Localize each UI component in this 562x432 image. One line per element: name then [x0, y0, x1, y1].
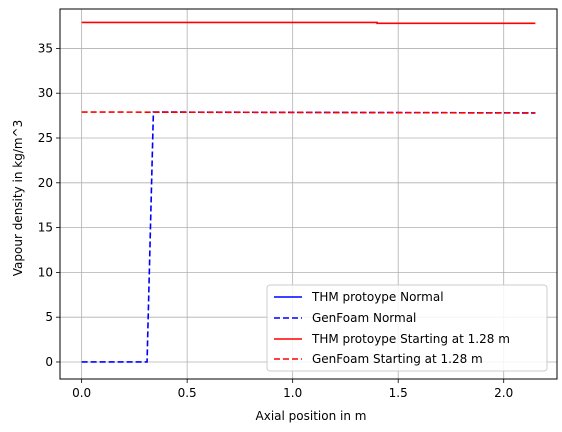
y-tick-label: 0	[45, 355, 53, 369]
legend-box	[266, 284, 548, 372]
y-tick-label: 25	[38, 131, 53, 145]
y-tick-label: 30	[38, 86, 53, 100]
series-line-2	[81, 21, 536, 25]
legend-label-genfoam-normal: GenFoam Normal	[312, 311, 416, 325]
x-tick-label: 2.0	[494, 386, 513, 400]
legend-label-genfoam-starting: GenFoam Starting at 1.28 m	[312, 352, 483, 366]
y-tick-label: 10	[38, 265, 53, 279]
series-lines	[81, 21, 536, 363]
x-axis-ticks: 0.0 0.5 1.0 1.5 2.0	[72, 379, 513, 400]
x-tick-label: 1.0	[283, 386, 302, 400]
series-line-3	[81, 111, 536, 114]
x-tick-label: 1.5	[389, 386, 408, 400]
y-tick-label: 35	[38, 41, 53, 55]
y-axis-ticks: 0 5 10 15 20 25 30 35	[38, 41, 60, 369]
y-tick-label: 5	[45, 310, 53, 324]
legend-label-thm-starting: THM protoype Starting at 1.28 m	[311, 332, 510, 346]
x-tick-label: 0.5	[178, 386, 197, 400]
x-axis-label: Axial position in m	[256, 409, 367, 423]
grid	[60, 9, 557, 379]
legend: THM protoype Normal GenFoam Normal THM p…	[266, 284, 548, 372]
legend-label-thm-normal: THM protoype Normal	[311, 290, 444, 304]
y-tick-label: 15	[38, 221, 53, 235]
axes-frame	[59, 8, 558, 380]
y-tick-label: 20	[38, 176, 53, 190]
x-tick-label: 0.0	[72, 386, 91, 400]
y-axis-label: Vapour density in kg/m^3	[11, 120, 25, 277]
